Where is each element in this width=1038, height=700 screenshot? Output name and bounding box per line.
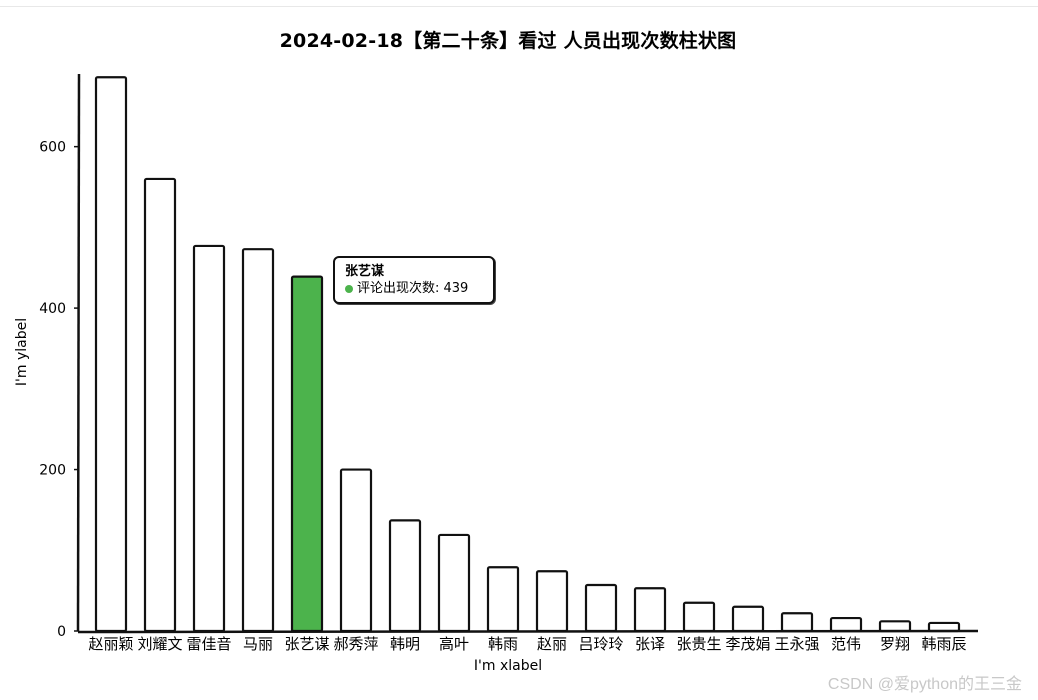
x-axis-line: [77, 629, 979, 634]
y-tick-label: 0: [57, 624, 66, 640]
watermark: CSDN @爱python的王三金: [827, 676, 1022, 693]
x-tick-label: 韩明: [390, 635, 420, 653]
x-axis-label: I'm xlabel: [474, 658, 542, 674]
y-axis-label: I'm ylabel: [14, 318, 30, 386]
bar-张艺谋[interactable]: [290, 275, 324, 633]
tooltip-row: 评论出现次数: 439: [345, 280, 493, 298]
x-tick-label: 高叶: [439, 635, 469, 653]
x-tick-label: 韩雨辰: [921, 635, 966, 653]
bar-马丽[interactable]: [241, 248, 275, 633]
x-tick-label: 吕玲玲: [578, 635, 623, 653]
bar-张贵生[interactable]: [682, 601, 716, 633]
bar-tooltip: 张艺谋 评论出现次数: 439: [333, 256, 495, 304]
x-tick-label: 王永强: [774, 635, 819, 653]
x-tick-label: 张译: [635, 635, 665, 653]
y-tick-label: 400: [39, 301, 66, 317]
chart-title: 2024-02-18【第二十条】看过 人员出现次数柱状图: [279, 30, 737, 52]
y-tick-label: 200: [39, 463, 66, 479]
bar-吕玲玲[interactable]: [584, 583, 618, 633]
bar-高叶[interactable]: [437, 533, 471, 633]
bar-李茂娟[interactable]: [731, 605, 765, 633]
x-tick-label: 马丽: [243, 635, 273, 653]
x-tick-label: 雷佳音: [186, 635, 231, 653]
tooltip-value-text: 评论出现次数: 439: [357, 281, 469, 296]
bar-韩明[interactable]: [388, 519, 422, 633]
bars-layer: [94, 76, 961, 633]
x-tick-label: 赵丽颖: [88, 635, 133, 653]
tooltip-title: 张艺谋: [345, 264, 385, 279]
bar-赵丽颖[interactable]: [94, 76, 128, 633]
bar-张译[interactable]: [633, 587, 667, 633]
bar-赵丽[interactable]: [535, 570, 569, 633]
x-tick-label: 张贵生: [676, 635, 721, 653]
bar-范伟[interactable]: [829, 616, 863, 633]
x-tick-label: 张艺谋: [284, 635, 329, 653]
axes-layer: 赵丽颖 刘耀文 雷佳音 马丽 张艺谋 郝秀萍 韩明 高叶 韩雨 赵丽 吕玲玲 张译 张贵生 李茂娟 王永强范…: [39, 73, 979, 653]
x-tick-label: 范伟: [831, 635, 861, 653]
y-axis-line: [76, 73, 81, 632]
y-tick-label: 600: [39, 140, 66, 156]
x-tick-label: 韩雨: [488, 635, 518, 653]
bar-雷佳音[interactable]: [192, 244, 226, 633]
series-dot-icon: [345, 285, 353, 293]
bar-郝秀萍[interactable]: [339, 468, 373, 633]
x-tick-label: 郝秀萍: [333, 635, 378, 653]
bar-罗翔[interactable]: [878, 620, 912, 633]
bar-王永强[interactable]: [780, 612, 814, 633]
x-tick-label: 李茂娟: [725, 635, 770, 653]
x-tick-label: 赵丽: [537, 635, 567, 653]
bar-刘耀文[interactable]: [143, 177, 177, 633]
bar-韩雨[interactable]: [486, 566, 520, 633]
top-divider: [0, 6, 1038, 7]
x-tick-label: 罗翔: [880, 635, 910, 653]
x-tick-label: 刘耀文: [137, 635, 182, 653]
